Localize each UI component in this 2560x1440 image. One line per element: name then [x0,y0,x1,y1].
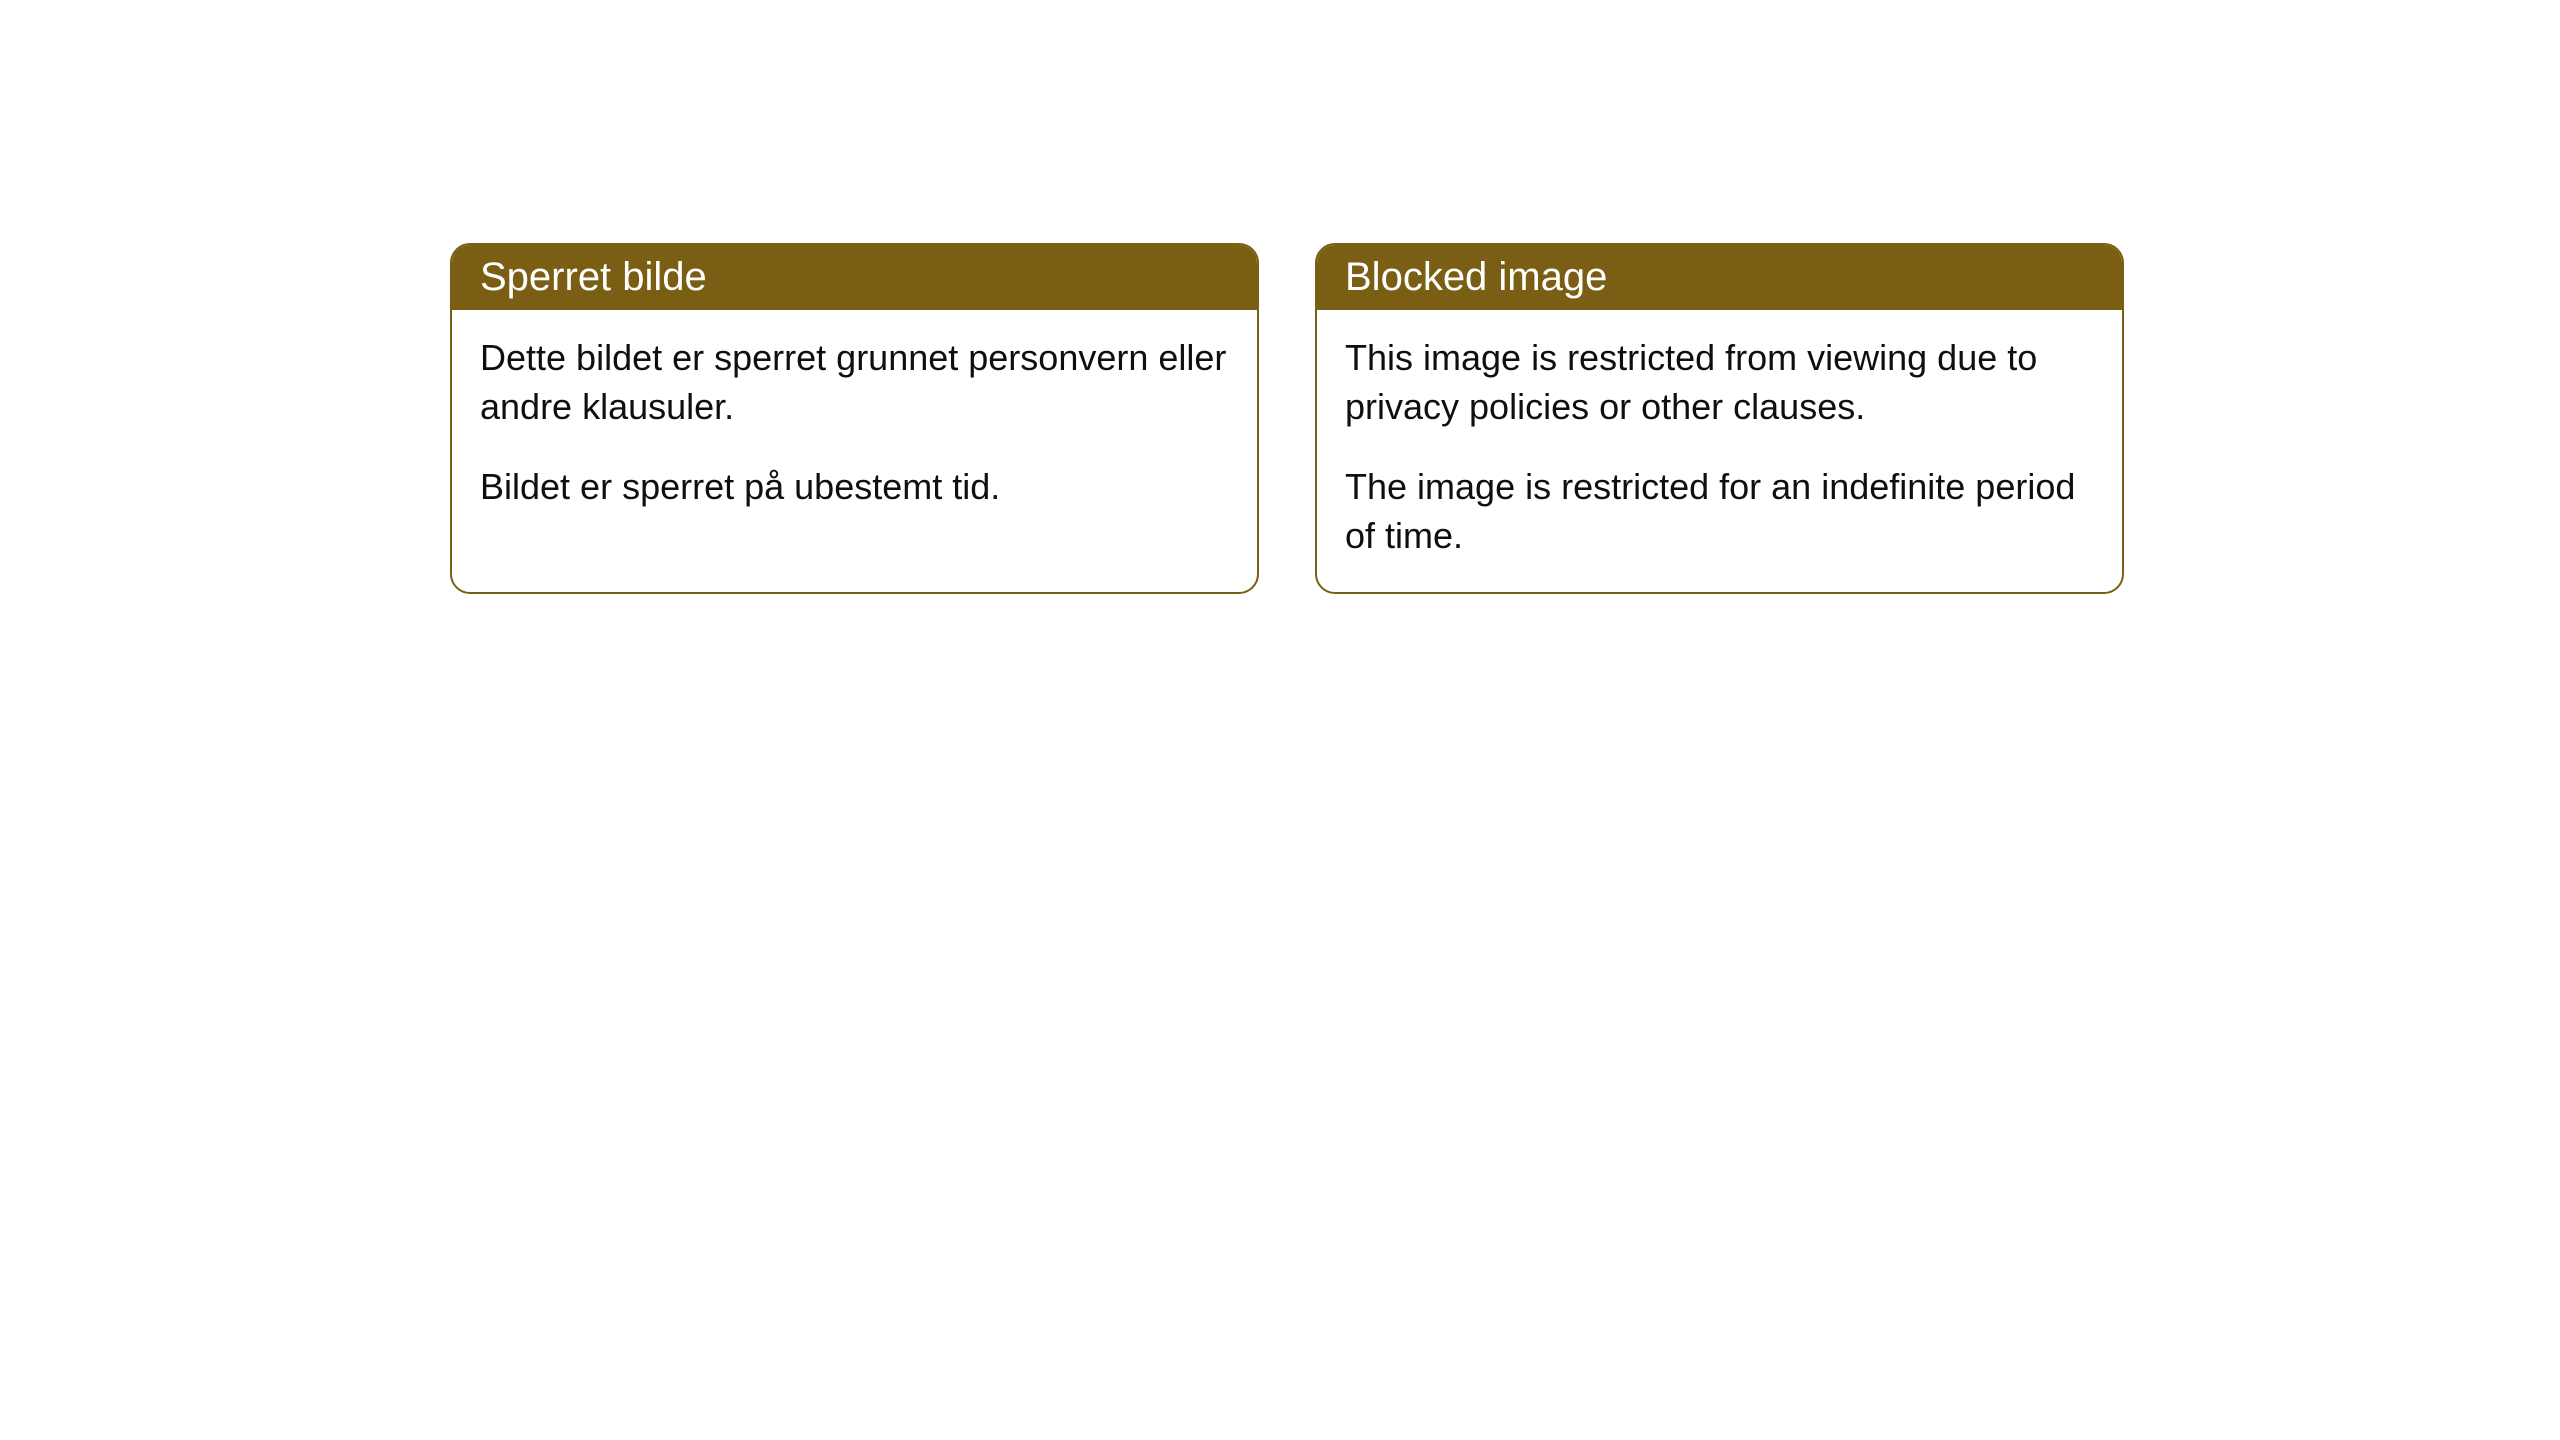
card-body: This image is restricted from viewing du… [1317,310,2122,592]
card-paragraph: Dette bildet er sperret grunnet personve… [480,334,1229,431]
card-title: Sperret bilde [480,255,707,299]
blocked-image-card-english: Blocked image This image is restricted f… [1315,243,2124,594]
card-body: Dette bildet er sperret grunnet personve… [452,310,1257,544]
notice-cards-container: Sperret bilde Dette bildet er sperret gr… [450,243,2124,594]
blocked-image-card-norwegian: Sperret bilde Dette bildet er sperret gr… [450,243,1259,594]
card-title: Blocked image [1345,255,1607,299]
card-paragraph: Bildet er sperret på ubestemt tid. [480,463,1229,512]
card-paragraph: This image is restricted from viewing du… [1345,334,2094,431]
card-header: Sperret bilde [452,245,1257,310]
card-paragraph: The image is restricted for an indefinit… [1345,463,2094,560]
card-header: Blocked image [1317,245,2122,310]
